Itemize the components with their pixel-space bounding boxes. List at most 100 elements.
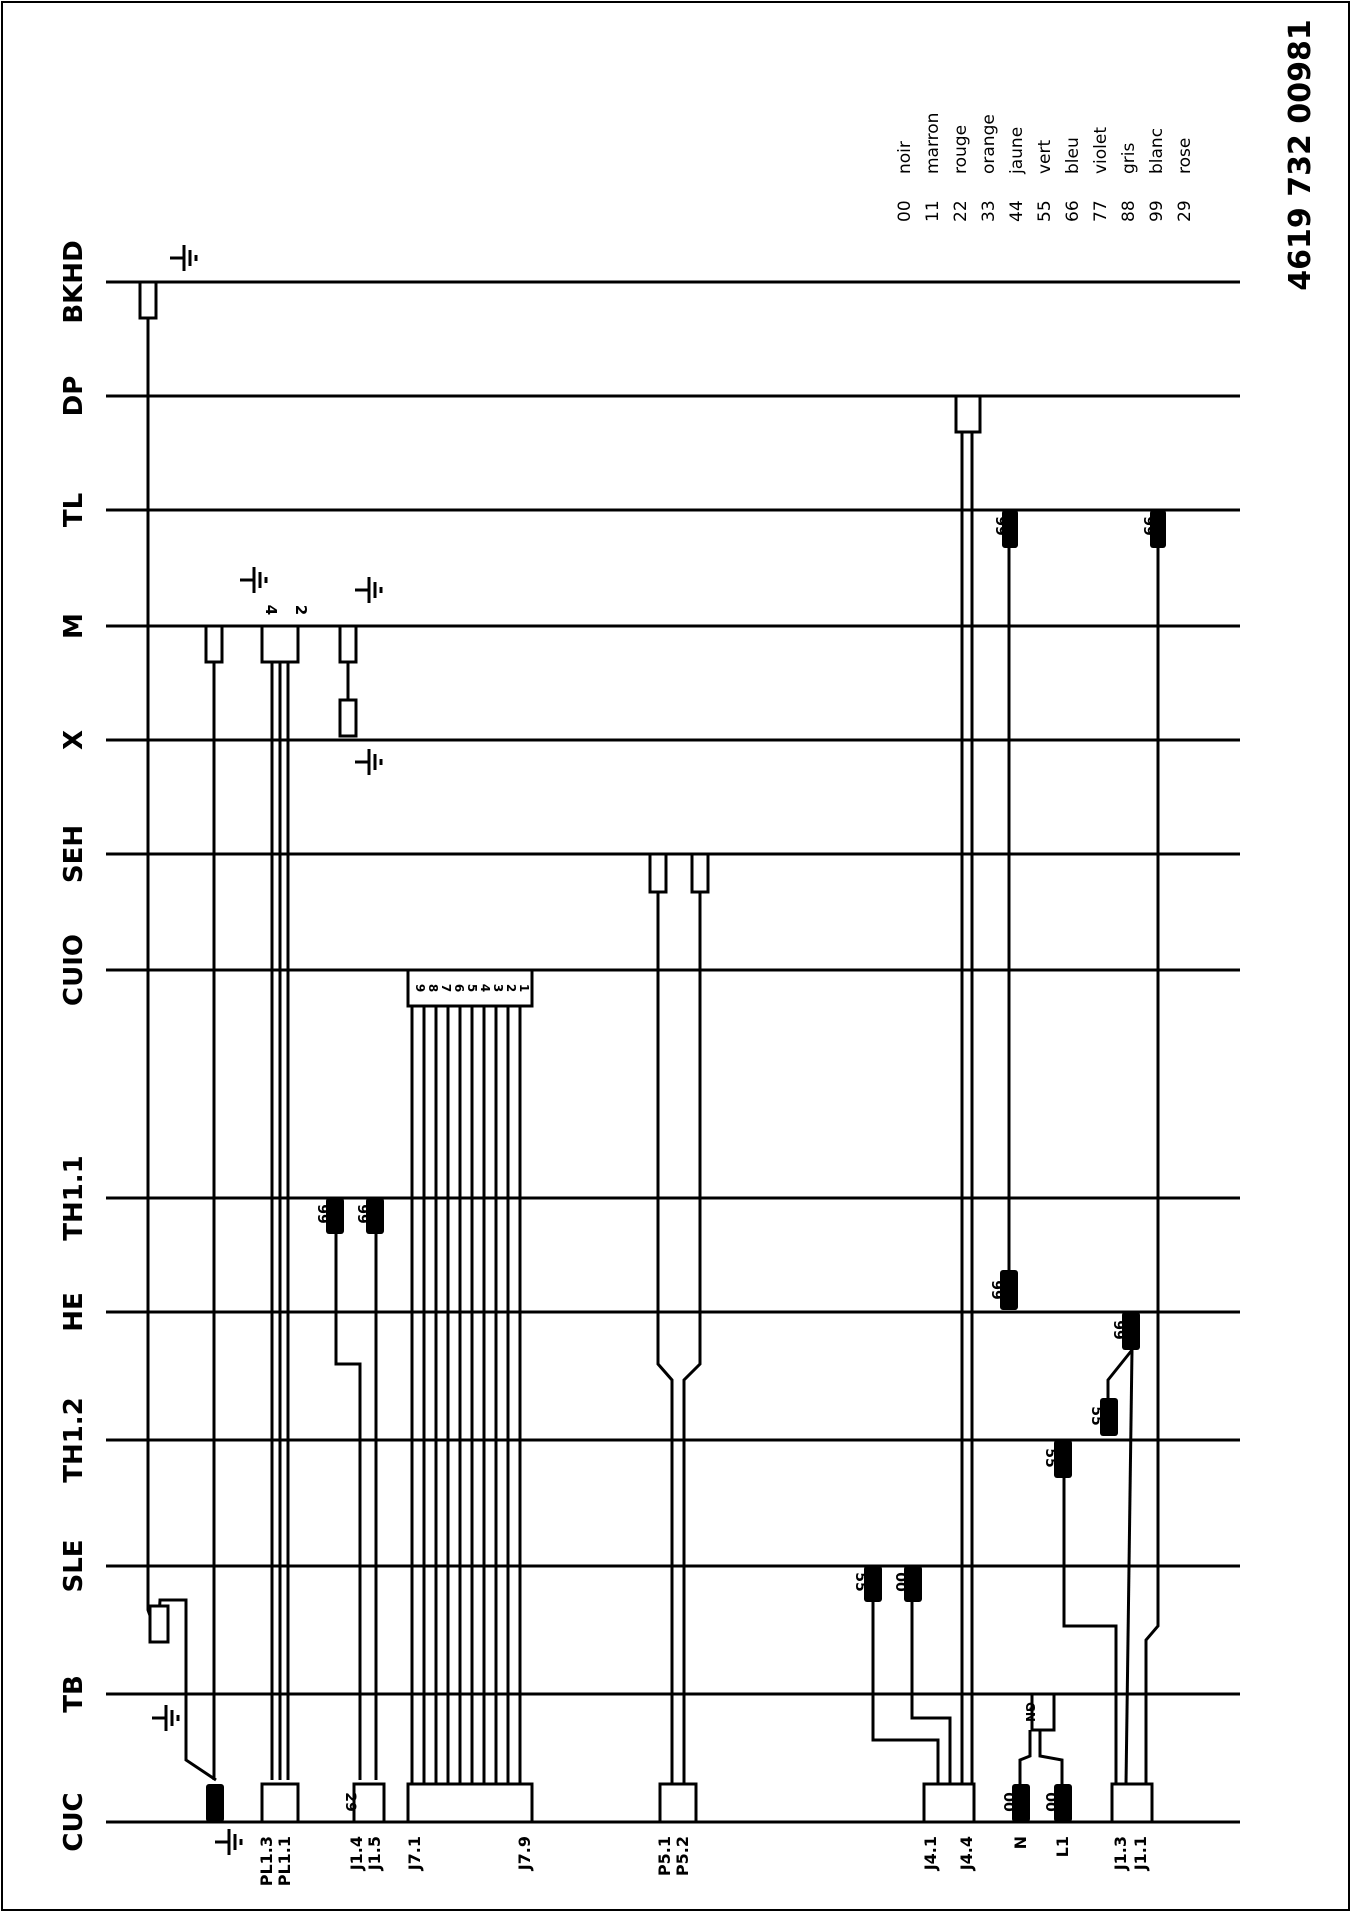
wire-code: 99 xyxy=(988,1280,1004,1299)
wire-code: 99 xyxy=(314,1204,330,1223)
connector-j1a xyxy=(352,1782,386,1824)
legend-color: violet xyxy=(1091,127,1111,174)
label-j41: J4.1 xyxy=(921,1836,940,1871)
wire-code: 29 xyxy=(342,1792,358,1811)
legend-code: 66 xyxy=(1063,200,1083,222)
connector-j1b xyxy=(1110,1782,1154,1824)
rail-label-tl: TL xyxy=(59,493,89,527)
legend-code: 11 xyxy=(923,200,943,222)
wire-he-j1 xyxy=(1124,1349,1134,1785)
terminal-sle-a xyxy=(864,1566,882,1602)
wire-code: 99 xyxy=(354,1204,370,1223)
label-j79: J7.9 xyxy=(515,1836,534,1871)
legend-color: gris xyxy=(1119,142,1139,174)
rail-label-th11: TH1.1 xyxy=(59,1155,89,1241)
connector-p5 xyxy=(658,1782,698,1824)
wire-code: 00 xyxy=(892,1572,908,1592)
label-j11: J1.1 xyxy=(1131,1836,1150,1871)
rail-label-cuc: CUC xyxy=(59,1792,89,1851)
label-pl13: PL1.3 xyxy=(257,1836,276,1886)
ground-icon xyxy=(353,575,383,605)
connector-dp xyxy=(954,394,982,434)
legend-code: 00 xyxy=(895,200,915,222)
label-pl11: PL1.1 xyxy=(275,1836,294,1886)
wire-code: 99 xyxy=(992,516,1008,535)
terminal-tl-b xyxy=(1150,510,1166,548)
legend-code: 33 xyxy=(979,200,999,222)
terminal-tl-a xyxy=(1002,510,1018,548)
color-legend: 00 noir 11 marron 22 rouge 33 orange 44 jaune… xyxy=(895,113,1195,222)
rail-label-bkhd: BKHD xyxy=(59,240,89,323)
ground-icon xyxy=(353,747,383,777)
connector-x xyxy=(338,698,358,738)
wire-dp-j4 xyxy=(960,430,974,1784)
connector-m-gnd xyxy=(204,624,224,664)
ground-icon xyxy=(238,565,268,595)
wire-code: 00 xyxy=(1000,1792,1016,1812)
wire-code: 99 xyxy=(1110,1320,1126,1339)
wire-th12-j1 xyxy=(1062,1478,1118,1784)
wire-pl-bundle xyxy=(270,660,290,1780)
legend-color: bleu xyxy=(1063,137,1083,174)
connector-pl xyxy=(260,1782,300,1824)
cuio-pin: 6 xyxy=(452,984,466,992)
connector-m-plug xyxy=(260,624,300,664)
cuio-pin: 9 xyxy=(413,984,427,992)
connectors-black xyxy=(206,510,1166,1822)
legend-code: 55 xyxy=(1035,200,1055,222)
rail-label-sle: SLE xyxy=(59,1539,89,1592)
wire-tl-j1 xyxy=(1144,546,1160,1784)
connector-seh-b xyxy=(690,852,710,894)
connector-bkhd xyxy=(138,280,158,320)
wire-code: 55 xyxy=(1042,1448,1058,1467)
wire-code: 99 xyxy=(1140,516,1156,535)
rail-labels: BKHD DP TL M X SEH CUIO TH1.1 HE TH1.2 S… xyxy=(59,240,89,1851)
cuio-pin: 8 xyxy=(426,984,440,992)
rail-label-x: X xyxy=(59,730,89,750)
rail-label-he: HE xyxy=(59,1292,89,1332)
legend-color: rose xyxy=(1175,138,1195,174)
ground-icon xyxy=(168,243,198,273)
legend-code: 77 xyxy=(1091,200,1111,222)
legend-color: vert xyxy=(1035,139,1055,174)
legend-color: orange xyxy=(979,114,999,174)
connector-labels: PL1.3 PL1.1 J1.4 J1.5 J7.1 J7.9 P5.1 P5.… xyxy=(257,1836,1150,1886)
terminal-he-a xyxy=(1000,1270,1018,1310)
label-j44: J4.4 xyxy=(957,1836,976,1871)
connector-j7 xyxy=(406,1782,534,1824)
rail-label-tb: TB xyxy=(59,1675,89,1713)
terminal-th12-b xyxy=(1100,1398,1118,1436)
wire-sle-j4 xyxy=(871,1598,952,1784)
rail-label-seh: SEH xyxy=(59,825,89,883)
wire-seh-p5 xyxy=(656,892,702,1784)
cuio-pin: 1 xyxy=(517,984,531,992)
wire-tb-nl xyxy=(1018,1730,1064,1790)
label-j71: J7.1 xyxy=(405,1836,424,1871)
cuio-pin: 4 xyxy=(478,984,492,992)
terminal-th11-a xyxy=(326,1198,344,1234)
document-number: 4619 732 00981 xyxy=(1283,19,1318,290)
wire-j7-ribbon xyxy=(410,1004,522,1784)
label-j13: J1.3 xyxy=(1111,1836,1130,1871)
legend-color: blanc xyxy=(1147,128,1167,174)
wire-code: GN xyxy=(1023,1702,1037,1722)
pin-numbers: 4 2 9 8 7 6 5 4 3 2 1 xyxy=(262,605,531,992)
rail-label-dp: DP xyxy=(59,376,89,417)
terminal-th12-a xyxy=(1054,1440,1072,1478)
legend-color: noir xyxy=(895,141,915,174)
wire-code: 55 xyxy=(852,1572,868,1591)
cuio-pin: 5 xyxy=(465,984,479,992)
connector-seh-a xyxy=(648,852,668,894)
terminal-he-b xyxy=(1122,1312,1140,1350)
legend-color: rouge xyxy=(951,125,971,174)
legend-color: marron xyxy=(923,113,943,174)
connector-tb xyxy=(148,1604,170,1644)
cuio-pin: 2 xyxy=(504,984,518,992)
ground-icon xyxy=(213,1827,243,1857)
wire-code: 55 xyxy=(1088,1406,1104,1425)
terminal-cuc-gnd xyxy=(206,1784,224,1822)
label-p51: P5.1 xyxy=(655,1836,674,1876)
rail-label-m: M xyxy=(59,613,89,639)
